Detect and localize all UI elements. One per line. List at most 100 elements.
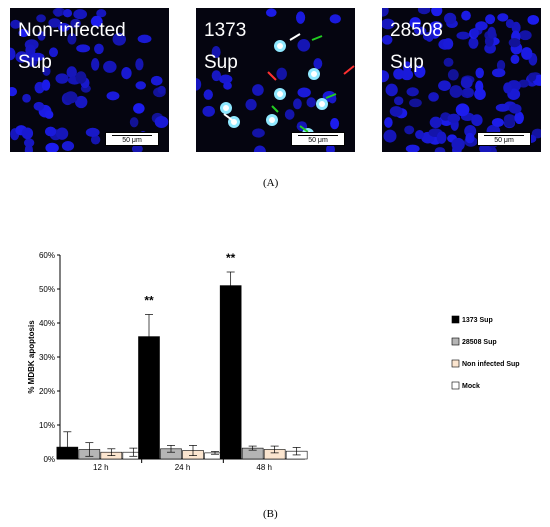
nucleus: [150, 75, 163, 86]
apoptotic-nucleus-core: [319, 101, 325, 107]
nucleus: [211, 45, 221, 59]
legend-entry: Mock: [462, 383, 480, 390]
nucleus: [306, 97, 316, 108]
nucleus: [36, 14, 46, 23]
nucleus: [66, 66, 77, 79]
nucleus: [75, 71, 87, 84]
nucleus: [409, 17, 421, 29]
legend-entry: 1373 Sup: [462, 317, 493, 324]
nucleus: [409, 98, 422, 108]
nucleus: [223, 81, 232, 90]
micrograph-28508: 28508 Sup 50 μm: [382, 8, 541, 152]
nucleus: [297, 39, 311, 52]
nucleus: [284, 109, 295, 120]
nucleus: [475, 21, 488, 31]
nucleus: [422, 32, 432, 41]
nucleus: [90, 15, 103, 28]
arrow-marker: [311, 35, 323, 41]
arrow-marker: [223, 113, 233, 121]
nucleus: [443, 57, 454, 67]
nucleus: [470, 28, 479, 39]
nucleus: [451, 137, 465, 151]
nucleus: [329, 14, 341, 24]
nucleus: [455, 103, 470, 117]
arrow-marker: [267, 71, 277, 81]
nucleus: [296, 11, 306, 24]
nucleus: [211, 70, 221, 82]
significance-marker: **: [226, 251, 236, 265]
legend-swatch: [451, 315, 460, 324]
nucleus: [468, 37, 479, 49]
y-tick-label: 30%: [39, 353, 55, 362]
nucleus: [91, 57, 100, 71]
nucleus: [393, 68, 405, 80]
nucleus: [85, 127, 100, 138]
nucleus: [74, 95, 88, 109]
micrograph-label-line1: 28508: [390, 20, 443, 41]
nucleus: [436, 131, 447, 144]
nucleus: [449, 85, 463, 98]
nucleus: [465, 132, 475, 144]
nucleus: [30, 52, 45, 62]
arrow-marker: [299, 125, 309, 133]
legend-entry: 28508 Sup: [462, 339, 497, 346]
nucleus: [196, 78, 202, 91]
nucleus: [491, 68, 506, 78]
arrow-marker: [289, 33, 301, 41]
nucleus: [438, 80, 451, 91]
nucleus: [505, 19, 515, 29]
nucleus: [73, 9, 88, 20]
nucleus: [21, 127, 34, 140]
apoptotic-nucleus-core: [269, 117, 275, 123]
nucleus: [112, 32, 126, 46]
arrow-marker: [343, 65, 355, 75]
nucleus: [429, 116, 442, 129]
nucleus: [521, 47, 533, 60]
bar: [219, 285, 242, 460]
nucleus: [96, 9, 107, 18]
nucleus: [252, 128, 265, 138]
nucleus: [496, 59, 506, 71]
nucleus: [527, 14, 540, 25]
nucleus: [415, 130, 425, 140]
x-tick-label: 24 h: [175, 463, 191, 472]
nucleus: [44, 110, 54, 119]
nucleus: [330, 117, 340, 130]
y-tick-label: 50%: [39, 285, 55, 294]
nucleus: [218, 74, 233, 84]
nucleus: [447, 69, 459, 81]
nucleus: [252, 84, 264, 96]
micrograph-label-line1: Non-infected: [18, 20, 126, 41]
nucleus: [56, 127, 69, 140]
nucleus: [491, 118, 504, 127]
nucleus: [135, 81, 147, 90]
nucleus: [382, 34, 393, 45]
nucleus: [24, 143, 33, 152]
nucleus: [203, 89, 213, 100]
y-tick-label: 20%: [39, 387, 55, 396]
nucleus: [383, 129, 397, 143]
nucleus: [106, 91, 120, 101]
nucleus: [133, 103, 145, 114]
nucleus: [18, 28, 29, 38]
nucleus: [406, 87, 419, 97]
arrow-marker: [271, 105, 279, 113]
nucleus: [63, 8, 73, 18]
nucleus: [414, 65, 426, 78]
micrograph-1373: 1373 Sup 50 μm: [196, 8, 355, 152]
micrograph-label-line2: Sup: [390, 52, 424, 73]
y-tick-label: 60%: [39, 251, 55, 260]
nucleus: [245, 98, 257, 111]
nucleus: [55, 73, 69, 84]
micrograph-label-line2: Sup: [18, 52, 52, 73]
legend-swatch: [451, 381, 460, 390]
nucleus: [48, 18, 61, 28]
nucleus: [49, 47, 59, 58]
scale-bar-label: 50 μm: [308, 137, 328, 144]
nucleus: [389, 106, 403, 117]
nucleus: [393, 96, 404, 106]
nucleus: [400, 69, 414, 81]
apoptosis-bar-chart: 0% 10% 20% 30% 40% 50% 60% % MDBK apoptosis 12 h…: [27, 251, 520, 472]
nucleus: [10, 47, 16, 61]
significance-marker: **: [144, 294, 154, 308]
